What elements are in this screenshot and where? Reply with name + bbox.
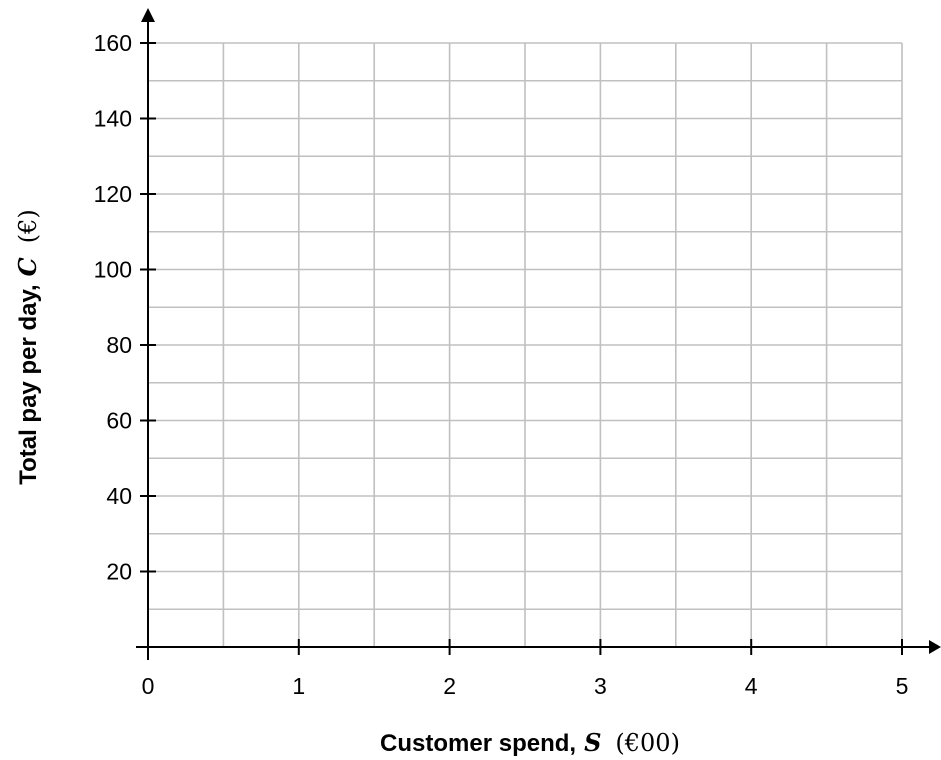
x-tick-label: 1 — [292, 673, 305, 699]
y-tick-label: 160 — [94, 30, 132, 56]
x-axis-label: Customer spend, — [380, 730, 576, 757]
y-tick-label: 20 — [106, 559, 132, 585]
y-tick-label: 60 — [106, 408, 132, 434]
y-axis-arrow — [141, 8, 155, 22]
x-tick-label: 3 — [594, 673, 607, 699]
y-tick-label: 100 — [94, 257, 132, 283]
tick-labels: 0 1 2 3 4 5 20 40 60 80 100 120 140 160 — [94, 30, 909, 699]
x-tick-label: 5 — [896, 673, 909, 699]
x-tick-label: 4 — [745, 673, 758, 699]
ticks — [140, 42, 903, 655]
x-tick-label: 2 — [443, 673, 456, 699]
y-tick-label: 80 — [106, 332, 132, 358]
y-tick-label: 120 — [94, 181, 132, 207]
y-axis-title: Total pay per day, C (€) — [13, 209, 42, 485]
x-tick-label: 0 — [142, 673, 155, 699]
y-axis-label: Total pay per day, — [15, 284, 42, 485]
x-axis-arrow — [929, 640, 941, 654]
x-axis-title: Customer spend, S (€00) — [380, 728, 680, 757]
y-axis-unit: (€) — [14, 209, 42, 243]
x-axis-variable: S — [584, 728, 601, 757]
axes — [136, 8, 941, 660]
grid — [148, 42, 903, 647]
y-tick-label: 40 — [106, 483, 132, 509]
x-axis-unit: (€00) — [615, 729, 680, 757]
y-axis-variable: C — [13, 257, 42, 276]
y-tick-label: 140 — [94, 106, 132, 132]
